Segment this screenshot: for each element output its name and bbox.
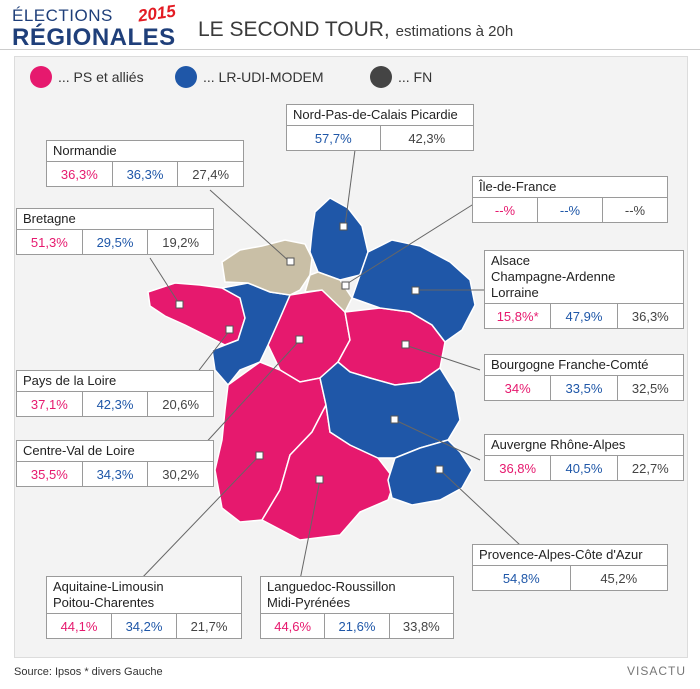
box-aquitaine-ps: 44,1% (47, 614, 112, 638)
box-paca-lr: 54,8% (473, 566, 571, 590)
region-nord-shape (309, 197, 369, 281)
box-cvl-lr: 34,3% (83, 462, 149, 486)
box-languedoc-lr: 21,6% (325, 614, 390, 638)
header: ÉLECTIONS RÉGIONALES 2015 LE SECOND TOUR… (0, 0, 700, 51)
box-auvergne: Auvergne Rhône-Alpes 36,8% 40,5% 22,7% (484, 434, 684, 481)
legend-fn-label: ... FN (398, 69, 433, 85)
box-languedoc-name-l1: Languedoc-Roussillon (267, 579, 396, 594)
title-line2: RÉGIONALES (12, 24, 176, 51)
box-languedoc: Languedoc-Roussillon Midi-Pyrénées 44,6%… (260, 576, 454, 639)
box-paca-fn: 45,2% (600, 570, 638, 586)
box-cvl: Centre-Val de Loire 35,5% 34,3% 30,2% (16, 440, 214, 487)
box-pdl: Pays de la Loire 37,1% 42,3% 20,6% (16, 370, 214, 417)
box-nord: Nord-Pas-de-Calais Picardie 57,7% 42,3% (286, 104, 474, 151)
box-aquitaine-fn: 21,7% (190, 618, 228, 634)
box-nord-lr: 57,7% (287, 126, 381, 150)
box-bourgogne: Bourgogne Franche-Comté 34% 33,5% 32,5% (484, 354, 684, 401)
legend-lr: ... LR-UDI-MODEM (175, 66, 324, 88)
box-auvergne-ps: 36,8% (485, 456, 552, 480)
box-idf-lr: --% (538, 198, 603, 222)
box-cvl-ps: 35,5% (17, 462, 83, 486)
legend-lr-dot (175, 66, 197, 88)
source-note: Source: Ipsos * divers Gauche (14, 666, 163, 678)
box-languedoc-ps: 44,6% (261, 614, 326, 638)
box-paca-name: Provence-Alpes-Côte d'Azur (473, 545, 667, 566)
box-aquitaine-name: Aquitaine-Limousin Poitou-Charentes (47, 577, 241, 614)
box-cvl-fn: 30,2% (162, 466, 200, 482)
legend-fn: ... FN (370, 66, 432, 88)
subtitle-main: LE SECOND TOUR, (198, 18, 390, 41)
box-normandie: Normandie 36,3% 36,3% 27,4% (46, 140, 244, 187)
box-pdl-lr: 42,3% (83, 392, 149, 416)
box-languedoc-fn: 33,8% (402, 618, 440, 634)
region-paca-shape (387, 439, 473, 506)
region-markers (175, 222, 444, 484)
box-alsace-lr: 47,9% (551, 304, 618, 328)
box-bretagne-lr: 29,5% (83, 230, 149, 254)
region-idf-shape (303, 271, 353, 314)
legend-fn-dot (370, 66, 392, 88)
box-auvergne-name: Auvergne Rhône-Alpes (485, 435, 683, 456)
box-nord-fn: 42,3% (408, 130, 446, 146)
box-alsace-name: Alsace Champagne-Ardenne Lorraine (485, 251, 683, 304)
box-pdl-ps: 37,1% (17, 392, 83, 416)
legend-ps-label: ... PS et alliés (58, 69, 144, 85)
box-bretagne: Bretagne 51,3% 29,5% 19,2% (16, 208, 214, 255)
box-idf-ps: --% (473, 198, 538, 222)
box-normandie-name: Normandie (47, 141, 243, 162)
box-alsace-ps: 15,8%* (485, 304, 552, 328)
box-idf-name: Île-de-France (473, 177, 667, 198)
legend-ps-dot (30, 66, 52, 88)
box-idf: Île-de-France --% --% --% (472, 176, 668, 223)
box-alsace-name-l3: Lorraine (491, 285, 539, 300)
header-rule (0, 49, 700, 50)
title-block: ÉLECTIONS RÉGIONALES 2015 (6, 1, 177, 51)
box-normandie-ps: 36,3% (47, 162, 113, 186)
box-pdl-name: Pays de la Loire (17, 371, 213, 392)
box-bourgogne-lr: 33,5% (551, 376, 618, 400)
box-auvergne-fn: 22,7% (631, 460, 669, 476)
box-bretagne-name: Bretagne (17, 209, 213, 230)
title-line1: ÉLECTIONS (12, 6, 113, 25)
box-aquitaine: Aquitaine-Limousin Poitou-Charentes 44,1… (46, 576, 242, 639)
box-bretagne-fn: 19,2% (162, 234, 200, 250)
box-alsace-name-l1: Alsace (491, 253, 531, 268)
box-alsace: Alsace Champagne-Ardenne Lorraine 15,8%*… (484, 250, 684, 329)
box-alsace-name-l2: Champagne-Ardenne (491, 269, 616, 284)
box-nord-name: Nord-Pas-de-Calais Picardie (287, 105, 473, 126)
box-cvl-name: Centre-Val de Loire (17, 441, 213, 462)
box-paca: Provence-Alpes-Côte d'Azur 54,8% 45,2% (472, 544, 668, 591)
box-auvergne-lr: 40,5% (551, 456, 618, 480)
legend-lr-label: ... LR-UDI-MODEM (203, 69, 324, 85)
box-normandie-lr: 36,3% (113, 162, 179, 186)
box-aquitaine-name-l1: Aquitaine-Limousin (53, 579, 164, 594)
box-aquitaine-name-l2: Poitou-Charentes (53, 595, 155, 610)
subtitle-small: estimations à 20h (395, 23, 514, 40)
brand-logo: VISACTU (626, 664, 686, 678)
box-alsace-fn: 36,3% (631, 308, 669, 324)
box-pdl-fn: 20,6% (162, 396, 200, 412)
legend-ps: ... PS et alliés (30, 66, 144, 88)
subtitle: LE SECOND TOUR, estimations à 20h (198, 18, 513, 42)
box-bourgogne-ps: 34% (485, 376, 552, 400)
box-bretagne-ps: 51,3% (17, 230, 83, 254)
connector-lines (139, 149, 521, 581)
box-aquitaine-lr: 34,2% (112, 614, 177, 638)
box-languedoc-name-l2: Midi-Pyrénées (267, 595, 351, 610)
box-bourgogne-fn: 32,5% (631, 380, 669, 396)
box-idf-fn: --% (624, 202, 646, 218)
box-normandie-fn: 27,4% (192, 166, 230, 182)
box-languedoc-name: Languedoc-Roussillon Midi-Pyrénées (261, 577, 453, 614)
box-bourgogne-name: Bourgogne Franche-Comté (485, 355, 683, 376)
